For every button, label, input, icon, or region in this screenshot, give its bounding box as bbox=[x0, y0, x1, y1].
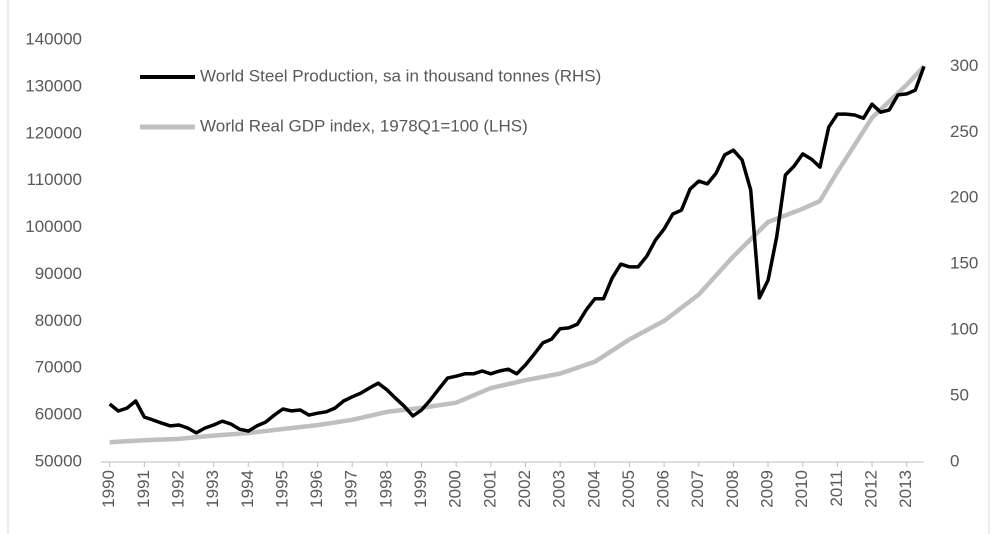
x-tick-label: 1998 bbox=[376, 470, 395, 508]
y2-tick-label: 150 bbox=[950, 254, 978, 273]
x-tick-label: 2003 bbox=[550, 470, 569, 508]
y2-tick-label: 250 bbox=[950, 122, 978, 141]
x-tick-label: 1993 bbox=[203, 470, 222, 508]
x-tick-label: 2011 bbox=[827, 470, 846, 507]
y-tick-label: 80000 bbox=[35, 311, 82, 330]
y2-tick-label: 0 bbox=[950, 451, 959, 470]
y2-tick-label: 200 bbox=[950, 188, 978, 207]
x-tick-label: 2000 bbox=[446, 470, 465, 508]
legend-label: World Real GDP index, 1978Q1=100 (LHS) bbox=[200, 116, 528, 135]
x-tick-label: 1999 bbox=[411, 470, 430, 508]
x-tick-label: 1991 bbox=[134, 470, 153, 508]
x-tick-label: 2005 bbox=[619, 470, 638, 508]
y-tick-label: 100000 bbox=[25, 217, 82, 236]
series-line bbox=[108, 65, 926, 435]
x-tick-label: 2006 bbox=[654, 470, 673, 508]
x-tick-label: 2010 bbox=[792, 470, 811, 508]
x-tick-label: 2009 bbox=[758, 470, 777, 508]
x-tick-label: 1990 bbox=[99, 470, 118, 508]
x-tick-label: 1996 bbox=[307, 470, 326, 508]
y-tick-label: 70000 bbox=[35, 358, 82, 377]
y-tick-label: 50000 bbox=[35, 451, 82, 470]
y-tick-label: 110000 bbox=[27, 170, 82, 189]
x-tick-label: 2012 bbox=[862, 470, 881, 508]
y2-tick-label: 50 bbox=[950, 386, 969, 405]
y-tick-label: 130000 bbox=[25, 76, 82, 95]
y-tick-label: 60000 bbox=[35, 405, 82, 424]
legend-label: World Steel Production, sa in thousand t… bbox=[200, 66, 601, 85]
x-tick-label: 1994 bbox=[238, 470, 257, 508]
x-tick-label: 1995 bbox=[272, 470, 291, 508]
y-tick-label: 120000 bbox=[25, 123, 82, 142]
x-tick-label: 2001 bbox=[480, 470, 499, 508]
series-line bbox=[109, 64, 926, 445]
x-tick-label: 2008 bbox=[723, 470, 742, 508]
y2-tick-label: 300 bbox=[950, 56, 978, 75]
x-tick-label: 2002 bbox=[515, 470, 534, 508]
x-tick-label: 1997 bbox=[342, 470, 361, 508]
y2-tick-label: 100 bbox=[950, 320, 978, 339]
x-tick-label: 2007 bbox=[688, 470, 707, 508]
x-tick-label: 2013 bbox=[896, 470, 915, 508]
y-tick-label: 140000 bbox=[25, 29, 82, 48]
y-tick-label: 90000 bbox=[35, 264, 82, 283]
x-tick-label: 2004 bbox=[584, 470, 603, 508]
x-tick-label: 1992 bbox=[168, 470, 187, 508]
